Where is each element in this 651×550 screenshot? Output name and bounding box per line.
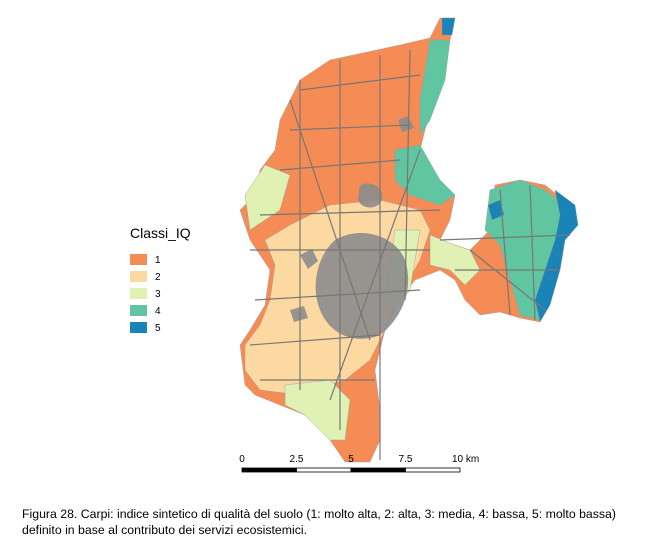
map-region	[244, 164, 291, 231]
map-region	[284, 379, 351, 441]
scale-label: 5	[348, 454, 354, 465]
legend-swatch	[130, 305, 147, 316]
legend-swatch	[130, 288, 147, 299]
legend-label: 1	[155, 255, 161, 266]
map-region	[394, 144, 456, 206]
scale-segment	[405, 467, 461, 473]
scale-segment	[296, 467, 352, 473]
legend-label: 5	[155, 323, 161, 334]
urban-areas	[290, 116, 414, 339]
scale-segment	[350, 467, 406, 473]
scale-label: 7.5	[399, 454, 413, 465]
legend-swatch	[130, 322, 147, 333]
legend-label: 3	[155, 289, 161, 300]
scale-label: 2.5	[290, 454, 304, 465]
roads	[249, 49, 571, 460]
legend-title: Classi_IQ	[130, 225, 191, 241]
scale-label: 10 km	[452, 454, 479, 465]
scale-bar: 0 2.5 5 7.5 10 km	[239, 454, 479, 473]
legend-swatch	[130, 271, 147, 282]
legend-swatch	[130, 254, 147, 265]
map-region	[441, 17, 456, 36]
caption: Figura 28. Carpi: indice sintetico di qu…	[22, 507, 616, 537]
scale-label: 0	[239, 454, 245, 465]
legend: 1 2 3 4 5	[130, 254, 161, 334]
map: Classi_IQ 1 2 3 4 5 0 2.5 5 7.5 10 km	[130, 17, 579, 473]
legend-label: 4	[155, 306, 161, 317]
scale-segment	[241, 467, 297, 473]
map-region	[487, 199, 505, 221]
map-region	[429, 234, 481, 286]
map-region	[419, 39, 451, 136]
legend-label: 2	[155, 272, 161, 283]
